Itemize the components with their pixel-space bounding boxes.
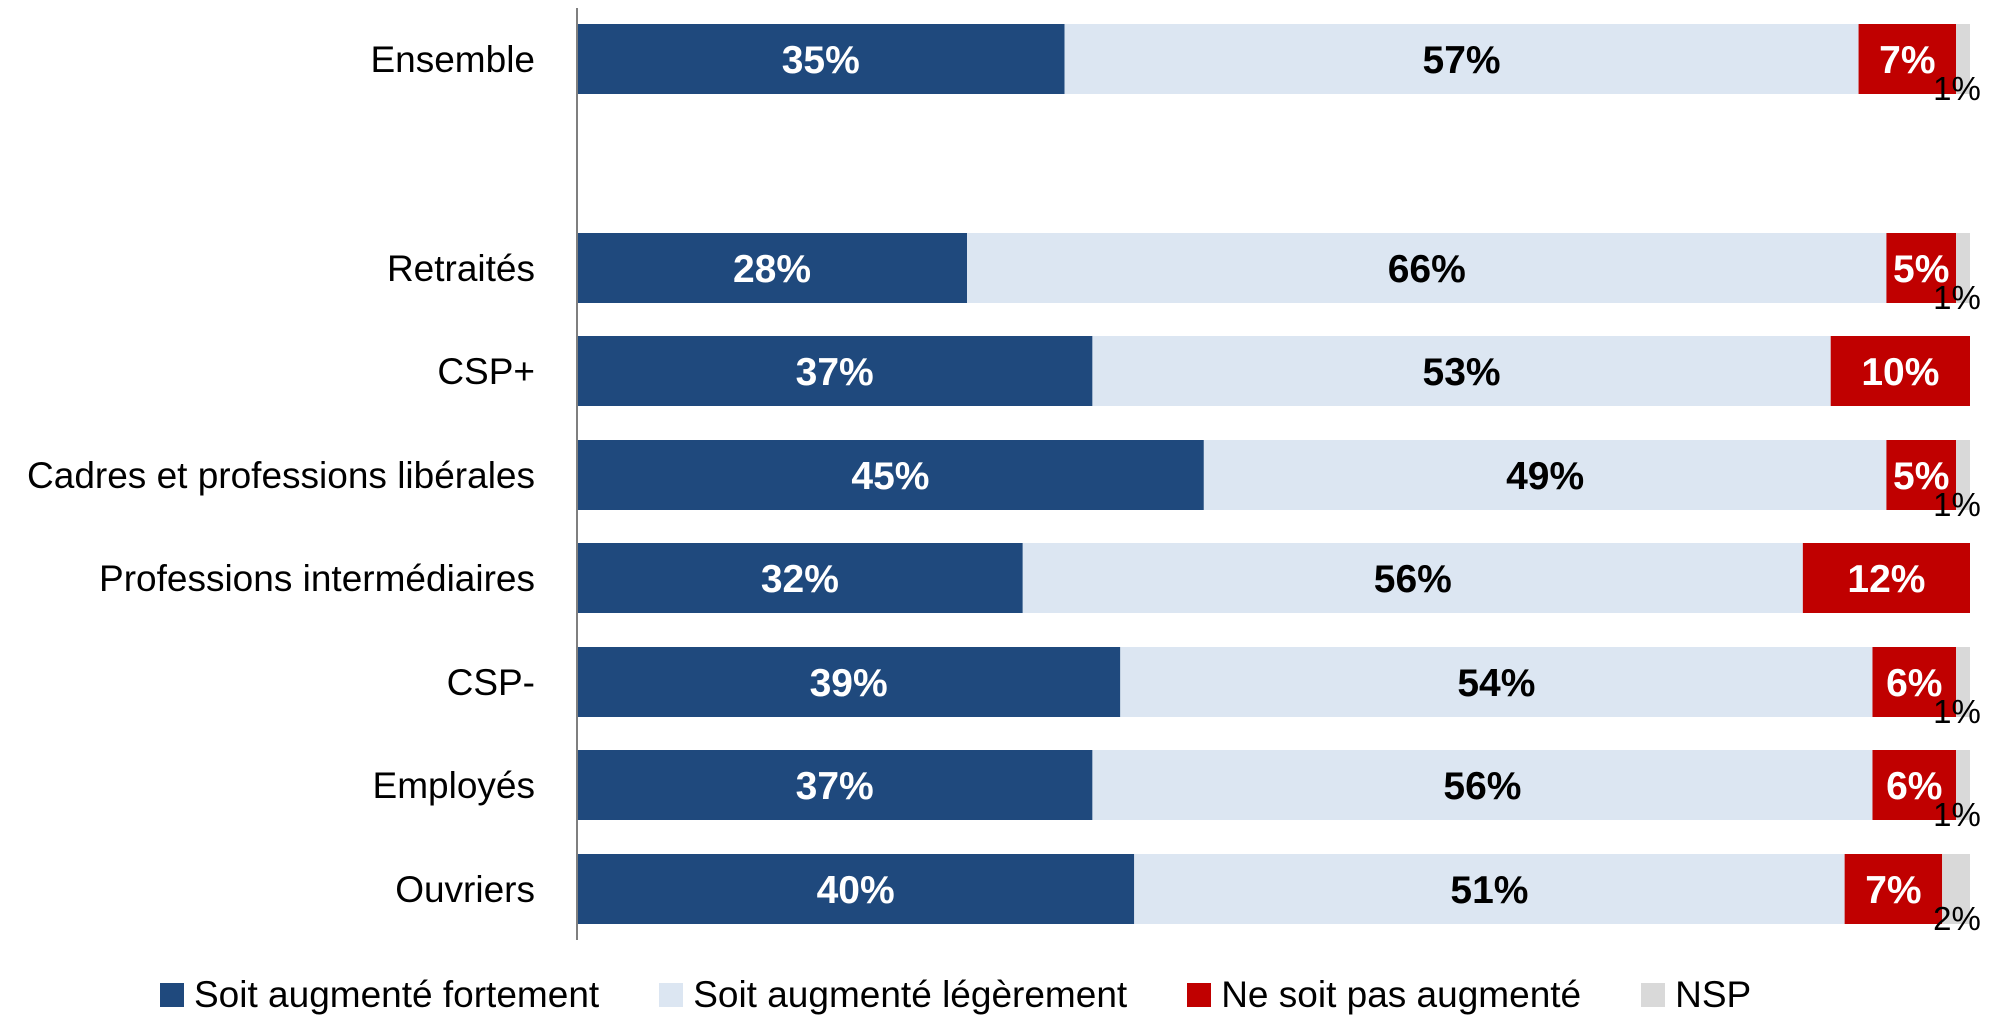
data-label-nsp: 1% (1933, 70, 1981, 107)
bar-segment-nsp (1956, 750, 1970, 820)
data-label-legerement: 56% (1443, 765, 1521, 808)
bar-segment-fortement (577, 233, 968, 303)
bar-segment-pas-augmente (1844, 854, 1943, 924)
bar-segment-fortement (577, 750, 1093, 820)
data-label-pas-augmente: 10% (1861, 351, 1939, 394)
category-label: Ouvriers (395, 869, 535, 910)
bar-segment-legerement (1092, 336, 1831, 406)
bar-segment-legerement (1203, 440, 1887, 510)
bar-segment-legerement (1134, 854, 1845, 924)
legend-swatch-fortement (160, 983, 184, 1007)
bar-segment-fortement (577, 336, 1093, 406)
data-label-fortement: 32% (761, 558, 839, 601)
data-label-legerement: 66% (1388, 248, 1466, 291)
category-label: Ensemble (370, 39, 535, 80)
data-label-nsp: 2% (1933, 900, 1981, 937)
data-label-pas-augmente: 6% (1886, 765, 1942, 808)
legend-swatch-pas-augmente (1187, 983, 1212, 1007)
bar-segment-fortement (577, 24, 1065, 94)
legend-swatch-legerement (659, 983, 684, 1007)
data-label-legerement: 57% (1423, 39, 1501, 82)
bar-segment-fortement (577, 543, 1023, 613)
data-label-fortement: 39% (810, 662, 888, 705)
category-label: Retraités (387, 248, 535, 289)
legend-label: Soit augmenté fortement (194, 974, 600, 1015)
legend-item-nsp: NSP (1641, 974, 1751, 1016)
legend-swatch-nsp (1641, 983, 1666, 1007)
data-label-fortement: 40% (817, 869, 895, 912)
data-label-fortement: 37% (796, 765, 874, 808)
data-label-fortement: 45% (851, 455, 929, 498)
data-label-nsp: 1% (1933, 796, 1981, 833)
category-label: Employés (373, 765, 535, 806)
data-label-pas-augmente: 7% (1865, 869, 1921, 912)
bar-segment-fortement (577, 647, 1121, 717)
data-label-pas-augmente: 6% (1886, 662, 1942, 705)
data-label-pas-augmente: 7% (1879, 39, 1935, 82)
data-label-pas-augmente: 12% (1847, 558, 1925, 601)
bar-segment-fortement (577, 854, 1135, 924)
data-label-pas-augmente: 5% (1893, 455, 1949, 498)
legend-item-fortement: Soit augmenté fortement (160, 974, 599, 1016)
category-label: Professions intermédiaires (99, 558, 535, 599)
data-label-legerement: 54% (1457, 662, 1535, 705)
legend-label: Soit augmenté légèrement (693, 974, 1128, 1015)
bar-segment-pas-augmente (1858, 24, 1957, 94)
bar-segment-pas-augmente (1872, 647, 1957, 717)
bar-segment-legerement (1092, 750, 1873, 820)
bar-segment-nsp (1956, 24, 1970, 94)
data-label-nsp: 1% (1933, 486, 1981, 523)
bar-segment-pas-augmente (1886, 440, 1957, 510)
category-label: Cadres et professions libérales (27, 455, 535, 496)
bar-segment-pas-augmente (1886, 233, 1957, 303)
legend-label: Ne soit pas augmenté (1221, 974, 1582, 1015)
legend-label: NSP (1675, 974, 1752, 1015)
legend-item-pas-augmente: Ne soit pas augmenté (1187, 974, 1581, 1016)
bar-segment-pas-augmente (1872, 750, 1957, 820)
data-label-fortement: 28% (733, 248, 811, 291)
bar-segment-legerement (1022, 543, 1803, 613)
data-label-fortement: 37% (796, 351, 874, 394)
data-label-nsp: 1% (1933, 279, 1981, 316)
category-label: CSP- (447, 662, 535, 703)
legend: Soit augmenté fortement Soit augmenté lé… (160, 972, 1811, 1018)
data-label-legerement: 51% (1450, 869, 1528, 912)
category-label: CSP+ (437, 351, 535, 392)
bar-segment-legerement (1064, 24, 1859, 94)
bar-segment-legerement (967, 233, 1887, 303)
data-label-legerement: 49% (1506, 455, 1584, 498)
bar-segment-nsp (1956, 233, 1970, 303)
bar-segment-legerement (1120, 647, 1873, 717)
bar-segment-nsp (1942, 854, 1970, 924)
data-label-fortement: 35% (782, 39, 860, 82)
bar-segment-pas-augmente (1830, 336, 1970, 406)
bar-segment-fortement (577, 440, 1204, 510)
legend-item-legerement: Soit augmenté légèrement (659, 974, 1127, 1016)
bar-segment-nsp (1956, 440, 1970, 510)
data-label-legerement: 53% (1423, 351, 1501, 394)
data-label-pas-augmente: 5% (1893, 248, 1949, 291)
data-label-nsp: 1% (1933, 693, 1981, 730)
data-label-legerement: 56% (1374, 558, 1452, 601)
bar-segment-nsp (1956, 647, 1970, 717)
bar-segment-pas-augmente (1802, 543, 1970, 613)
